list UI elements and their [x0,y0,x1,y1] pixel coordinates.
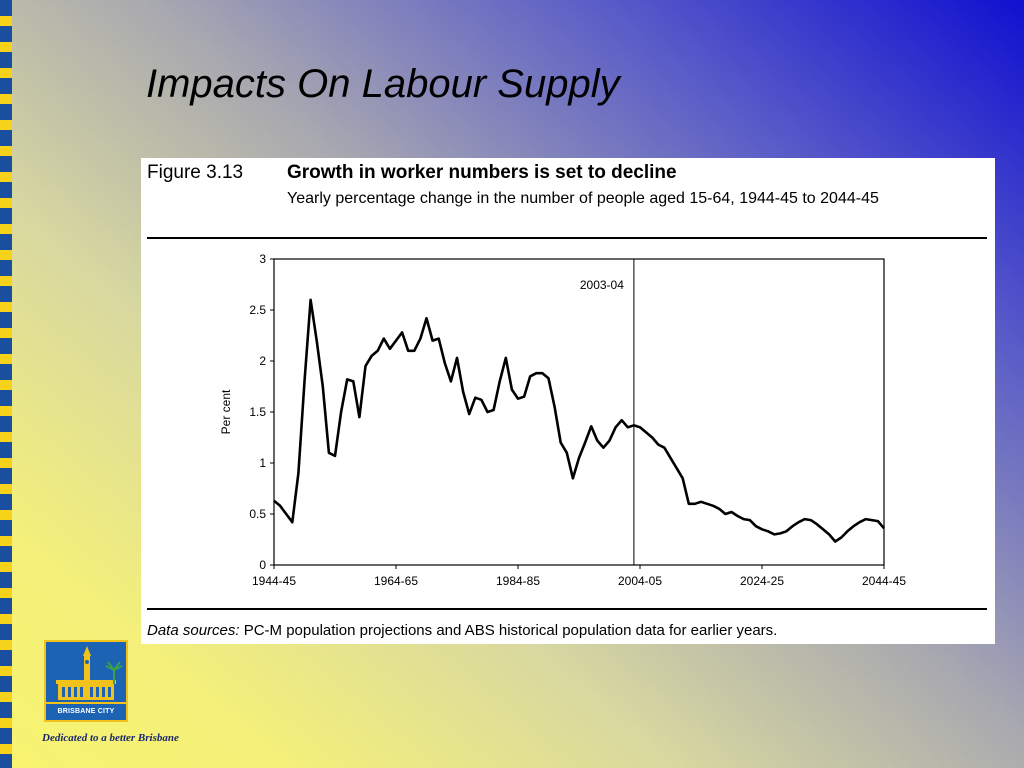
y-tick-label: 0.5 [249,507,266,521]
y-tick-label: 1 [259,456,266,470]
plot-frame [273,258,885,566]
brisbane-city-logo: BRISBANE CITY [44,640,128,722]
x-tick-label: 1984-85 [496,574,540,588]
figure-title: Growth in worker numbers is set to decli… [287,162,677,183]
x-tick-label: 2004-05 [618,574,662,588]
x-tick-label: 1964-65 [374,574,418,588]
y-tick-label: 0 [259,558,266,572]
figure-number: Figure 3.13 [147,162,244,183]
left-decorative-stripe [0,0,12,768]
y-tick-label: 1.5 [249,405,266,419]
figure-panel: Figure 3.13 Growth in worker numbers is … [141,158,995,644]
figure-source: Data sources: PC-M population projection… [147,622,777,639]
city-hall-icon [46,646,126,704]
y-tick-label: 2 [259,354,266,368]
figure-subtitle: Yearly percentage change in the number o… [287,190,879,207]
y-tick-label: 3 [259,252,266,266]
source-label: Data sources: [147,622,240,639]
source-text: PC-M population projections and ABS hist… [243,622,778,639]
tagline: Dedicated to a better Brisbane [42,732,179,744]
series-line [273,298,885,543]
logo-text: BRISBANE CITY [57,708,115,715]
y-axis-label: Per cent [219,389,233,434]
figure-bottom-rule [147,608,987,610]
annotation-label: 2003-04 [580,278,624,292]
slide-title: Impacts On Labour Supply [146,62,620,106]
x-tick-label: 1944-45 [252,574,296,588]
figure-top-rule [147,237,987,239]
y-tick-label: 2.5 [249,303,266,317]
line-chart: 0 0.5 1 1.5 2 2.5 3 1944-45 1964-65 1984-85 2004-0… [219,252,906,588]
x-tick-label: 2024-25 [740,574,784,588]
x-tick-label: 2044-45 [862,574,906,588]
